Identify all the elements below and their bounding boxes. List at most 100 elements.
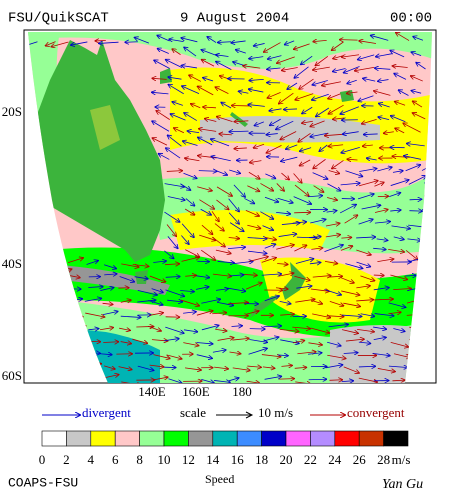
wind-arrow xyxy=(211,156,231,162)
wind-arrow xyxy=(281,365,292,366)
wind-arrow xyxy=(279,301,291,303)
wind-arrow xyxy=(263,326,282,327)
wind-arrow xyxy=(294,43,310,49)
wind-arrow xyxy=(214,367,228,369)
wind-arrow xyxy=(356,261,371,266)
wind-arrow xyxy=(374,182,383,187)
wind-arrow xyxy=(267,68,281,69)
wind-arrow xyxy=(299,78,314,89)
wind-arrow xyxy=(229,352,241,354)
lat-label: 40S xyxy=(2,256,22,271)
wind-arrow xyxy=(253,143,265,148)
wind-arrow xyxy=(328,93,341,99)
colorbar-tick-label: 16 xyxy=(231,452,245,467)
wind-arrow xyxy=(247,238,267,239)
wind-arrow xyxy=(228,238,240,239)
wind-arrow xyxy=(416,63,426,70)
wind-arrow xyxy=(120,300,131,302)
wind-arrow xyxy=(216,61,232,70)
wind-arrow xyxy=(300,147,312,152)
wind-arrow xyxy=(164,183,184,187)
wind-arrow xyxy=(244,198,254,203)
wind-arrow xyxy=(68,258,83,263)
wind-arrow xyxy=(344,215,358,224)
wind-arrow xyxy=(328,276,342,277)
wind-arrow xyxy=(167,236,178,248)
wind-arrow xyxy=(341,146,360,152)
wind-arrow xyxy=(388,249,404,252)
wind-arrow xyxy=(358,377,377,382)
wind-arrow xyxy=(195,287,209,290)
wind-arrow xyxy=(215,249,231,253)
wind-arrow xyxy=(347,159,358,160)
wind-arrow xyxy=(363,78,376,81)
wind-arrow xyxy=(218,42,231,43)
scale-label: scale xyxy=(180,405,206,420)
wind-arrow xyxy=(294,275,309,280)
wind-arrow xyxy=(358,342,371,343)
wind-arrow xyxy=(211,139,230,147)
colorbar-swatch xyxy=(66,430,92,447)
wind-arrow xyxy=(280,131,297,140)
wind-arrow xyxy=(247,251,267,253)
wind-arrow xyxy=(363,145,373,146)
wind-arrow xyxy=(132,264,149,266)
wind-arrow xyxy=(183,172,196,178)
wind-arrow xyxy=(86,261,99,265)
wind-arrow xyxy=(308,379,327,380)
wind-arrow xyxy=(326,316,344,317)
wind-arrow xyxy=(260,211,273,219)
wind-arrow xyxy=(181,65,198,67)
wind-arrow xyxy=(189,75,202,82)
wind-arrow xyxy=(384,132,394,134)
wind-arrow xyxy=(266,134,278,135)
colorbar-swatch xyxy=(139,430,165,447)
wind-arrow xyxy=(228,198,239,212)
wind-arrow xyxy=(99,42,119,43)
wind-arrow xyxy=(180,183,190,190)
wind-arrow xyxy=(310,120,325,127)
wind-arrow xyxy=(216,301,233,305)
wind-arrow xyxy=(373,248,386,249)
wind-arrow xyxy=(152,138,168,146)
wind-arrow xyxy=(100,354,112,355)
wind-arrow xyxy=(172,49,181,55)
wind-arrow xyxy=(151,288,163,293)
wind-arrow xyxy=(316,107,330,117)
wind-arrow xyxy=(262,225,274,231)
wind-arrow xyxy=(411,52,422,57)
colorbar-swatch xyxy=(90,430,116,447)
wind-arrow xyxy=(119,276,135,281)
wind-arrow xyxy=(164,250,173,259)
wind-arrow xyxy=(328,171,340,174)
wind-arrow xyxy=(296,286,311,288)
colorbar-swatch xyxy=(114,430,140,447)
wind-arrow xyxy=(332,41,344,50)
wind-arrow xyxy=(356,249,371,255)
wind-arrow xyxy=(212,274,231,276)
wind-arrow xyxy=(343,353,358,354)
wind-arrow xyxy=(216,199,228,210)
wind-arrow xyxy=(103,264,116,269)
colorbar-unit: m/s xyxy=(392,452,411,467)
wind-arrow xyxy=(187,131,200,133)
colorbar-swatch xyxy=(212,430,238,447)
wind-arrow xyxy=(211,236,225,247)
wind-arrow xyxy=(407,144,425,146)
wind-arrow xyxy=(102,311,118,315)
wind-arrow xyxy=(261,274,282,275)
wind-arrow xyxy=(234,121,249,122)
wind-arrow xyxy=(292,327,310,329)
wind-arrow xyxy=(249,89,264,93)
wind-arrow xyxy=(300,159,311,166)
wind-arrow xyxy=(153,261,166,263)
wind-arrow xyxy=(260,183,273,190)
wind-arrow xyxy=(327,197,337,200)
wind-arrow xyxy=(395,128,405,134)
wind-arrow xyxy=(340,277,354,283)
wind-arrow xyxy=(254,43,265,46)
wind-arrow xyxy=(390,180,409,186)
wind-arrow xyxy=(275,288,288,289)
wind-arrow xyxy=(232,368,250,371)
